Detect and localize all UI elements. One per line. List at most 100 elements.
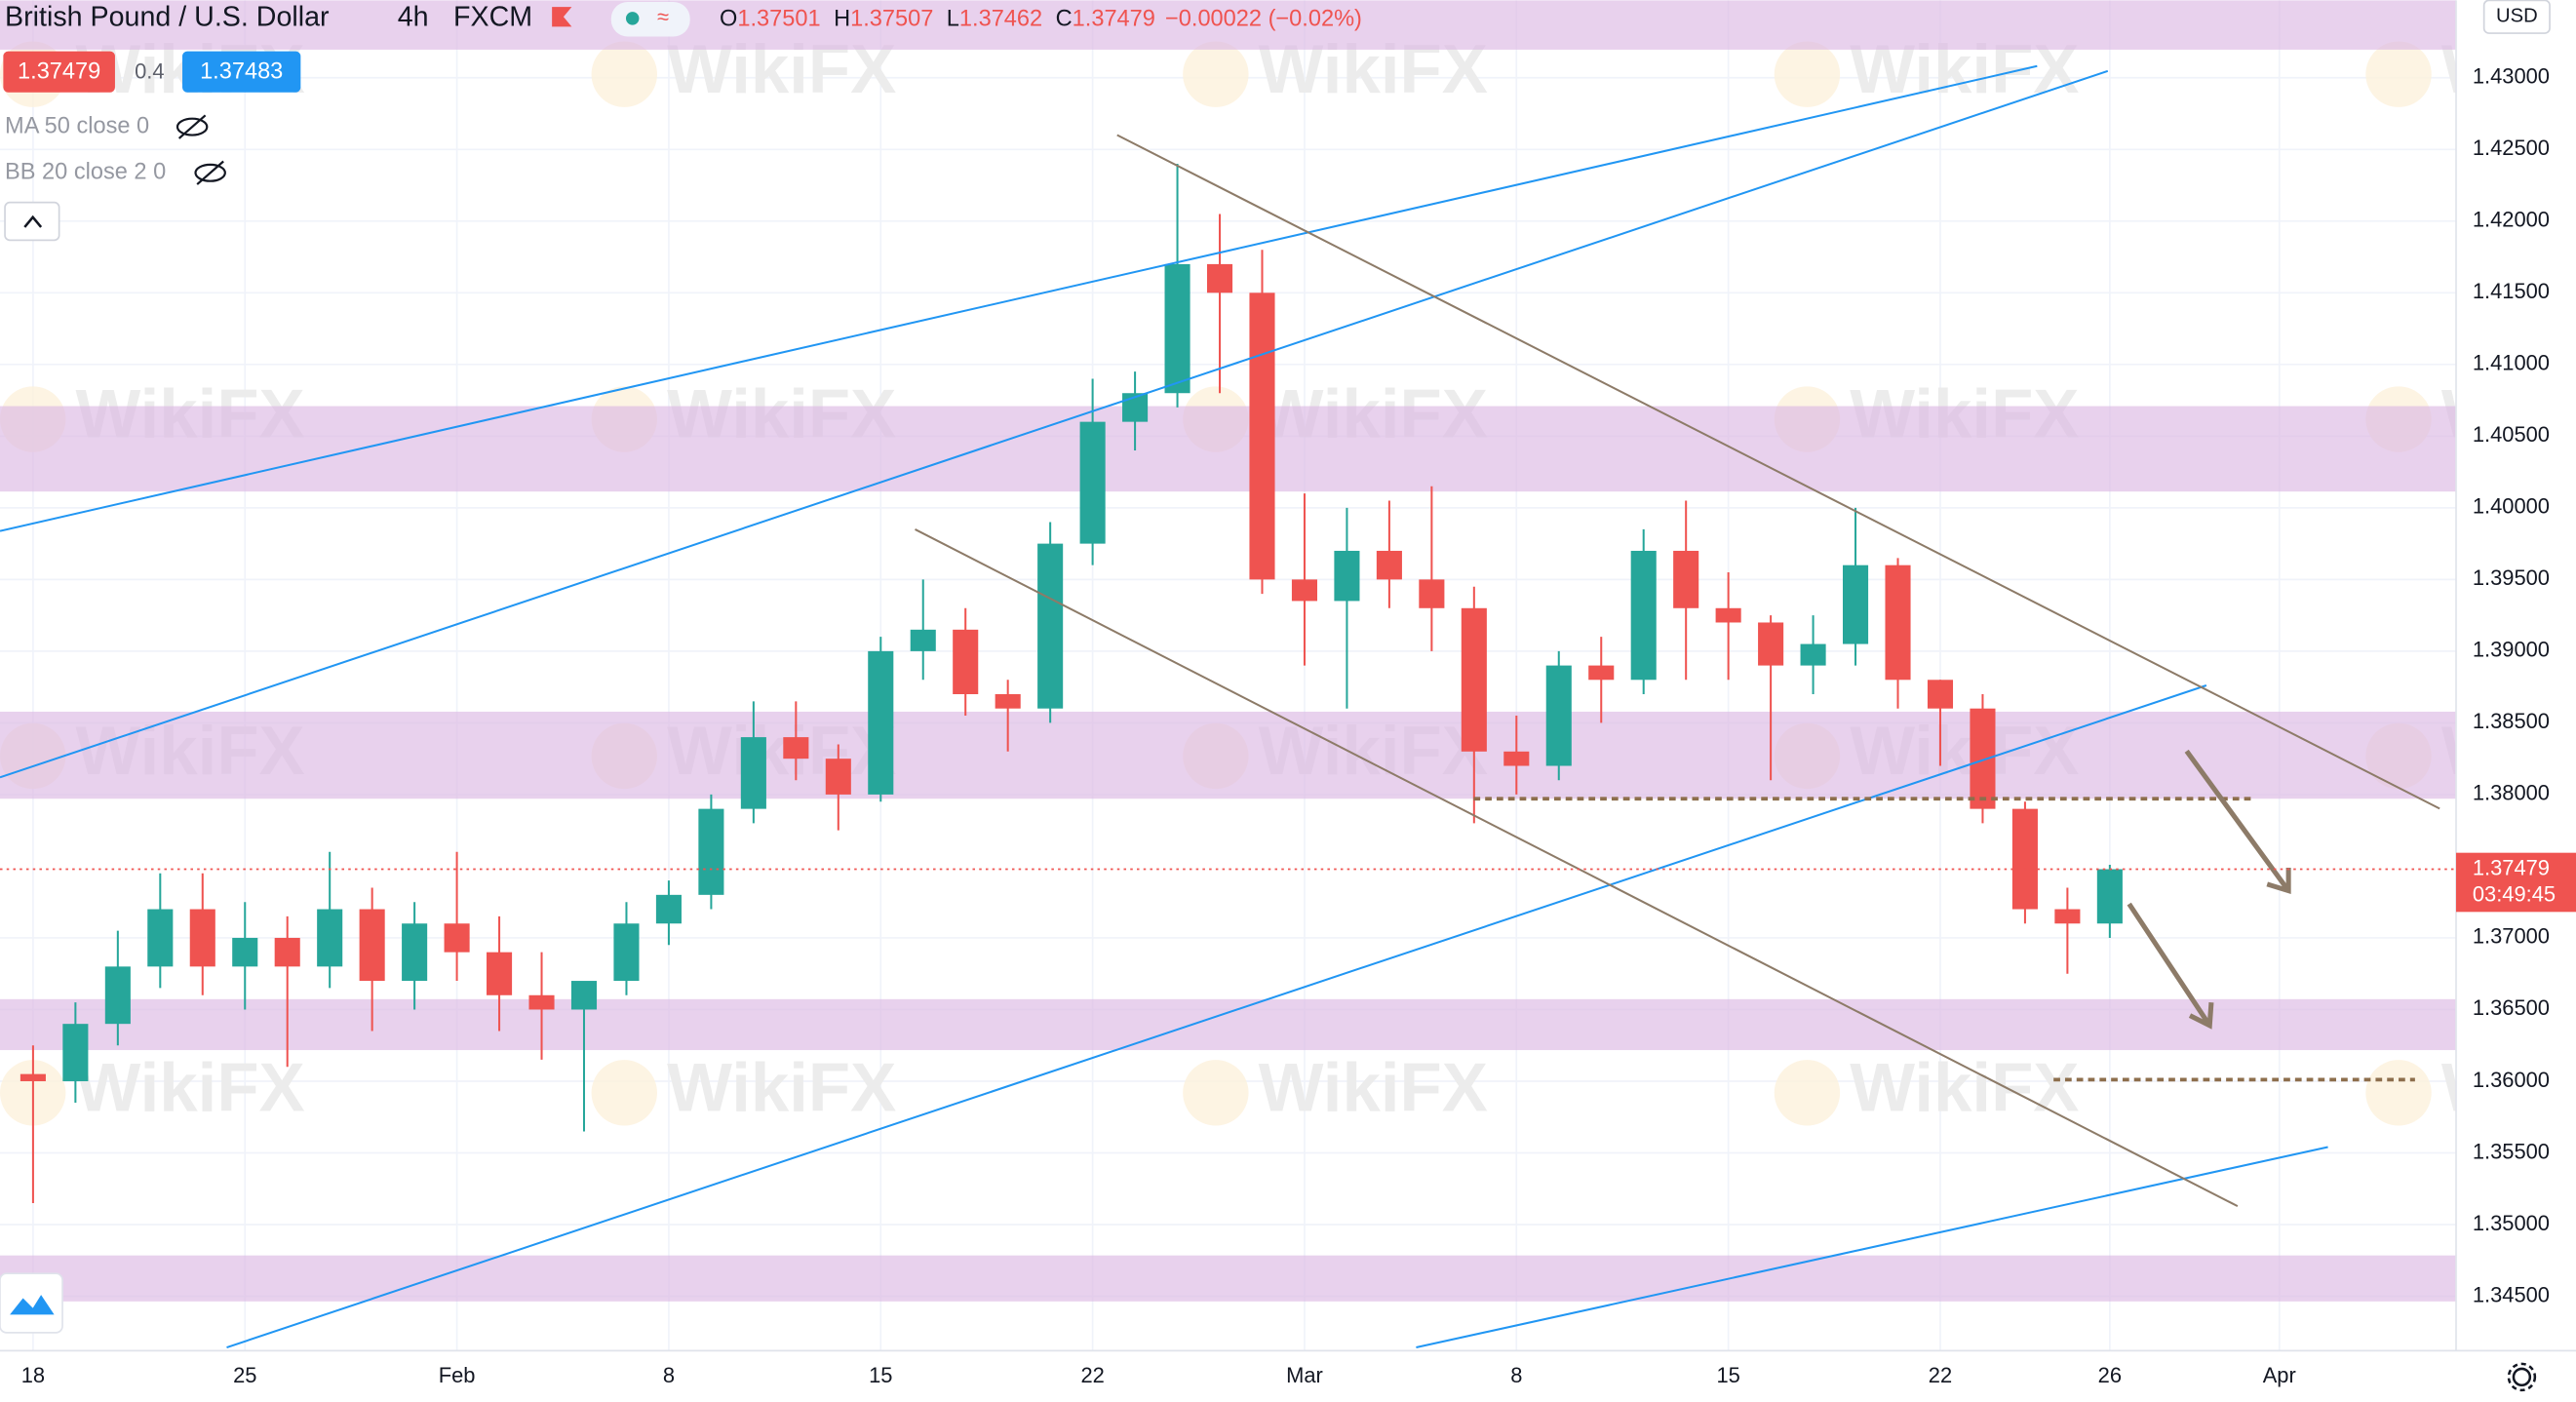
ohlc-key: H: [834, 6, 850, 31]
y-tick-label: 1.40000: [2473, 494, 2550, 519]
watermark: WikiFX: [76, 1049, 305, 1126]
watermark-logo: [591, 1060, 657, 1126]
candle-body: [317, 909, 343, 967]
candle-body: [274, 937, 300, 967]
candle-body: [487, 952, 513, 995]
buy-price: 1.37483: [200, 58, 283, 84]
candle-body: [189, 909, 215, 967]
indicator: MA 50 close 0: [5, 112, 149, 137]
ohlc-value: 1.37462: [959, 6, 1042, 31]
zone: [0, 711, 2456, 799]
candle-body: [1843, 565, 1869, 644]
watermark: WikiFX: [667, 1049, 896, 1126]
sell-price: 1.37479: [18, 58, 100, 84]
spread: 0.4: [135, 58, 164, 83]
status-pill[interactable]: [610, 2, 690, 37]
symbol: British Pound / U.S. Dollar: [5, 1, 330, 32]
zone: [0, 998, 2456, 1051]
candle-body: [1164, 263, 1190, 394]
candle-body: [104, 966, 131, 1025]
watermark-logo: [1183, 41, 1249, 107]
hide-icon[interactable]: [176, 114, 209, 139]
ohlc-key: L: [947, 6, 959, 31]
trend-line: [0, 64, 2038, 532]
y-tick-label: 1.38500: [2473, 709, 2550, 733]
candle-body: [1715, 607, 1741, 623]
ohlc-key: O: [720, 6, 737, 31]
x-tick-label: 22: [1929, 1363, 1952, 1387]
candle-body: [1673, 550, 1699, 608]
x-tick-label: 8: [1510, 1363, 1522, 1387]
buy-button[interactable]: [182, 51, 301, 93]
y-tick-label: 1.36500: [2473, 995, 2550, 1020]
header: British Pound / U.S. Dollar 4h FXCM ≈ O1…: [3, 1, 1362, 242]
ohlc-key: C: [1056, 6, 1073, 31]
watermark: WikiFX: [1850, 1049, 2079, 1126]
candle-body: [1079, 421, 1106, 544]
candle-body: [655, 894, 682, 924]
y-tick-label: 1.34500: [2473, 1282, 2550, 1306]
candle-body: [825, 759, 851, 795]
candle-body: [953, 629, 979, 694]
candle-body: [402, 923, 428, 982]
candle-body: [1927, 680, 1954, 709]
candle-body: [1206, 263, 1233, 293]
status-dot: [625, 12, 640, 25]
x-tick-label: Mar: [1286, 1363, 1323, 1387]
candle-body: [1800, 643, 1826, 666]
drawings: [0, 64, 2440, 1349]
zone: [0, 406, 2456, 492]
candle-body: [1249, 292, 1275, 580]
ohlc-value: 1.37507: [850, 6, 933, 31]
y-tick-label: 1.42000: [2473, 208, 2550, 232]
y-tick-label: 1.39000: [2473, 638, 2550, 662]
candle-body: [359, 909, 385, 982]
candle-body: [783, 737, 809, 759]
candle-body: [1419, 579, 1445, 608]
price-tag: [2455, 852, 2576, 913]
watermark-logo: [2365, 41, 2432, 107]
axes: 1.34500 1.35000 1.35500 1.36000 1.36500 1.370…: [21, 64, 2576, 1387]
candle-body: [995, 693, 1021, 709]
trend-line: [226, 684, 2207, 1348]
candle-body: [528, 994, 555, 1010]
trend-line: [1116, 134, 2440, 810]
y-tick-label: 1.40500: [2473, 422, 2550, 447]
y-tick-label: 1.41000: [2473, 351, 2550, 375]
candle-body: [1503, 751, 1530, 766]
collapse-button[interactable]: [4, 201, 60, 242]
candle-body: [910, 629, 936, 651]
zone: [0, 1255, 2456, 1302]
x-tick-label: 15: [1716, 1363, 1739, 1387]
y-tick-label: 1.42500: [2473, 136, 2550, 160]
y-tick-label: 1.39500: [2473, 565, 2550, 590]
watermark-logo: [591, 41, 657, 107]
candle-body: [1758, 622, 1784, 666]
ohlc-value: 1.37479: [1073, 6, 1155, 31]
hide-icon[interactable]: [194, 160, 226, 185]
candle-body: [1970, 708, 1996, 809]
candle-body: [698, 808, 724, 895]
flag-icon: [552, 7, 572, 27]
candle-body: [1630, 550, 1657, 681]
x-tick-label: 25: [233, 1363, 256, 1387]
arrow: [2184, 749, 2291, 895]
y-tick-label: 1.38000: [2473, 781, 2550, 805]
candle-body: [1545, 665, 1572, 766]
candle-body: [232, 937, 258, 967]
y-tick-label: 1.37000: [2473, 924, 2550, 949]
currency-button[interactable]: [2482, 0, 2551, 34]
trend-line: [915, 528, 2239, 1208]
candle-body: [147, 909, 174, 967]
time-axis: [0, 1350, 2576, 1402]
watermark-logo: [1774, 41, 1841, 107]
sell-button[interactable]: [3, 51, 115, 93]
y-tick-label: 1.36000: [2473, 1068, 2550, 1092]
candle-body: [1588, 665, 1615, 681]
zones: [0, 0, 2456, 1302]
candle-body: [1037, 543, 1064, 709]
settings-icon[interactable]: [2507, 1362, 2537, 1392]
watermark-logo: [1183, 1060, 1249, 1126]
price-axis: [2455, 0, 2576, 1402]
